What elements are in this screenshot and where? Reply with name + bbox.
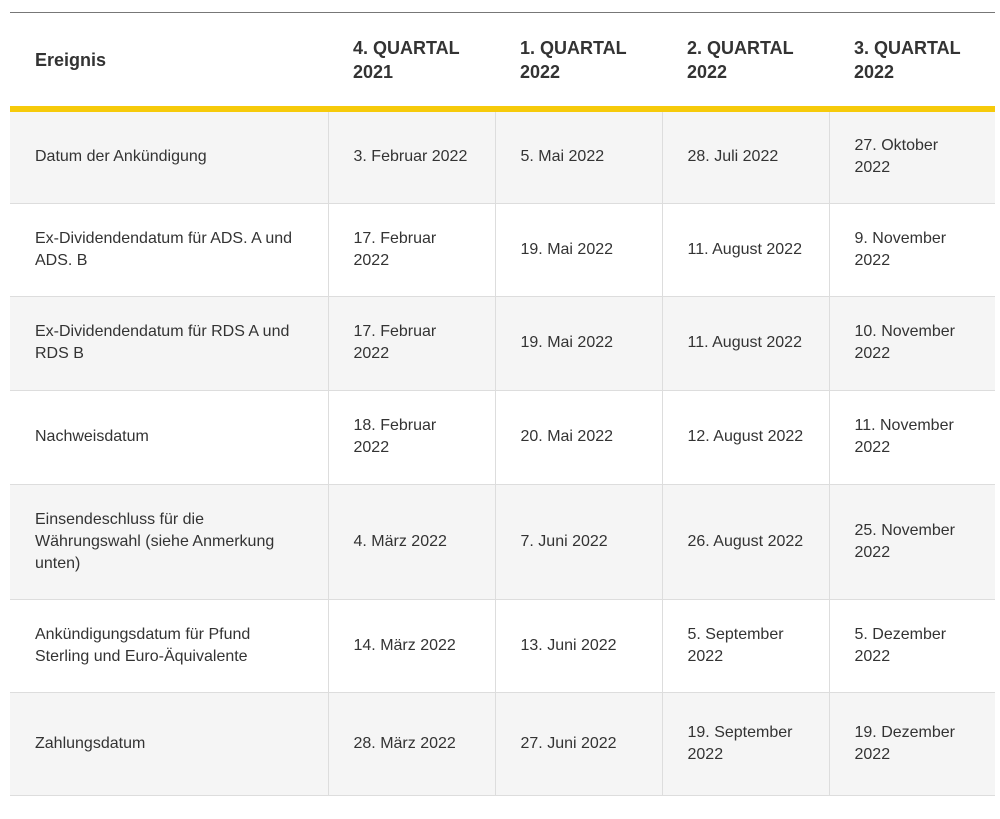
date-cell: 26. August 2022 [661,484,829,600]
column-header-quarter: 3. QUARTAL 2022 [854,37,961,82]
event-cell: Zahlungsdatum [10,692,328,796]
date-cell: 5. September 2022 [661,599,829,693]
date-cell: 25. November 2022 [828,484,995,600]
date-cell: 9. November 2022 [828,203,995,297]
column-header-event: Ereignis [35,49,107,70]
date-cell: 20. Mai 2022 [494,390,662,485]
date-cell: 7. Juni 2022 [494,484,662,600]
table-row: Ex-Dividendendatum für ADS. A und ADS. B… [10,203,995,297]
date-cell: 28. März 2022 [327,692,495,796]
table-row: Datum der Ankündigung 3. Februar 2022 5. M… [10,109,995,204]
table-row: Einsendeschluss für die Währungswahl (si… [10,484,995,600]
date-cell: 12. August 2022 [661,390,829,485]
event-cell: Einsendeschluss für die Währungswahl (si… [10,484,328,600]
date-cell: 27. Oktober 2022 [828,109,995,204]
column-header-quarter: 1. QUARTAL 2022 [520,37,627,82]
date-cell: 11. August 2022 [661,296,829,391]
dividend-table-container: Ereignis 4. QUARTAL 2021 1. QUARTAL 2022 2.… [10,12,995,796]
event-cell: Nachweisdatum [10,390,328,485]
table-row: Zahlungsdatum 28. März 2022 27. Juni 2022 1… [10,692,995,796]
table-row: Ankündigungsdatum für Pfund Sterling und… [10,599,995,693]
date-cell: 5. Dezember 2022 [828,599,995,693]
event-cell: Ex-Dividendendatum für RDS A und RDS B [10,296,328,391]
date-cell: 3. Februar 2022 [327,109,495,204]
top-divider [10,12,995,13]
date-cell: 13. Juni 2022 [494,599,662,693]
date-cell: 17. Februar 2022 [327,296,495,391]
dividend-schedule-table: Ereignis 4. QUARTAL 2021 1. QUARTAL 2022 2.… [10,13,995,796]
column-header-quarter: 2. QUARTAL 2022 [687,37,794,82]
date-cell: 11. August 2022 [661,203,829,297]
table-row: Ex-Dividendendatum für RDS A und RDS B 17… [10,296,995,391]
event-cell: Datum der Ankündigung [10,109,328,204]
date-cell: 14. März 2022 [327,599,495,693]
date-cell: 4. März 2022 [327,484,495,600]
date-cell: 19. September 2022 [661,692,829,796]
date-cell: 11. November 2022 [828,390,995,485]
date-cell: 19. Mai 2022 [494,203,662,297]
date-cell: 10. November 2022 [828,296,995,391]
column-header-quarter: 4. QUARTAL 2021 [353,37,460,82]
table-row: Nachweisdatum 18. Februar 2022 20. Mai 202… [10,390,995,485]
header-row: Ereignis 4. QUARTAL 2021 1. QUARTAL 2022 2.… [10,13,995,109]
date-cell: 28. Juli 2022 [661,109,829,204]
date-cell: 27. Juni 2022 [494,692,662,796]
date-cell: 19. Mai 2022 [494,296,662,391]
event-cell: Ex-Dividendendatum für ADS. A und ADS. B [10,203,328,297]
event-cell: Ankündigungsdatum für Pfund Sterling und… [10,599,328,693]
date-cell: 5. Mai 2022 [494,109,662,204]
date-cell: 19. Dezember 2022 [828,692,995,796]
date-cell: 17. Februar 2022 [327,203,495,297]
date-cell: 18. Februar 2022 [327,390,495,485]
